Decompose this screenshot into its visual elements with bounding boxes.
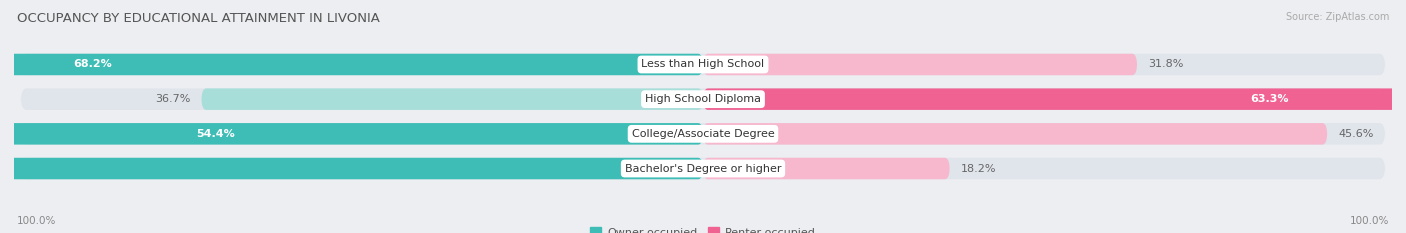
FancyBboxPatch shape	[703, 123, 1327, 145]
FancyBboxPatch shape	[703, 158, 949, 179]
Text: 100.0%: 100.0%	[1350, 216, 1389, 226]
Text: 45.6%: 45.6%	[1339, 129, 1374, 139]
FancyBboxPatch shape	[21, 88, 1385, 110]
FancyBboxPatch shape	[21, 123, 1385, 145]
FancyBboxPatch shape	[21, 158, 1385, 179]
Text: Bachelor's Degree or higher: Bachelor's Degree or higher	[624, 164, 782, 174]
FancyBboxPatch shape	[21, 54, 1385, 75]
FancyBboxPatch shape	[0, 123, 703, 145]
FancyBboxPatch shape	[201, 88, 703, 110]
FancyBboxPatch shape	[0, 158, 703, 179]
FancyBboxPatch shape	[703, 54, 1137, 75]
FancyBboxPatch shape	[0, 54, 703, 75]
Text: Source: ZipAtlas.com: Source: ZipAtlas.com	[1285, 12, 1389, 22]
Text: 18.2%: 18.2%	[960, 164, 997, 174]
Text: High School Diploma: High School Diploma	[645, 94, 761, 104]
FancyBboxPatch shape	[703, 88, 1406, 110]
Text: 100.0%: 100.0%	[17, 216, 56, 226]
Text: 68.2%: 68.2%	[73, 59, 111, 69]
Text: 63.3%: 63.3%	[1251, 94, 1289, 104]
Text: Less than High School: Less than High School	[641, 59, 765, 69]
Text: 54.4%: 54.4%	[197, 129, 235, 139]
Text: OCCUPANCY BY EDUCATIONAL ATTAINMENT IN LIVONIA: OCCUPANCY BY EDUCATIONAL ATTAINMENT IN L…	[17, 12, 380, 25]
Text: College/Associate Degree: College/Associate Degree	[631, 129, 775, 139]
Text: 36.7%: 36.7%	[155, 94, 190, 104]
Text: 31.8%: 31.8%	[1149, 59, 1184, 69]
Legend: Owner-occupied, Renter-occupied: Owner-occupied, Renter-occupied	[586, 223, 820, 233]
